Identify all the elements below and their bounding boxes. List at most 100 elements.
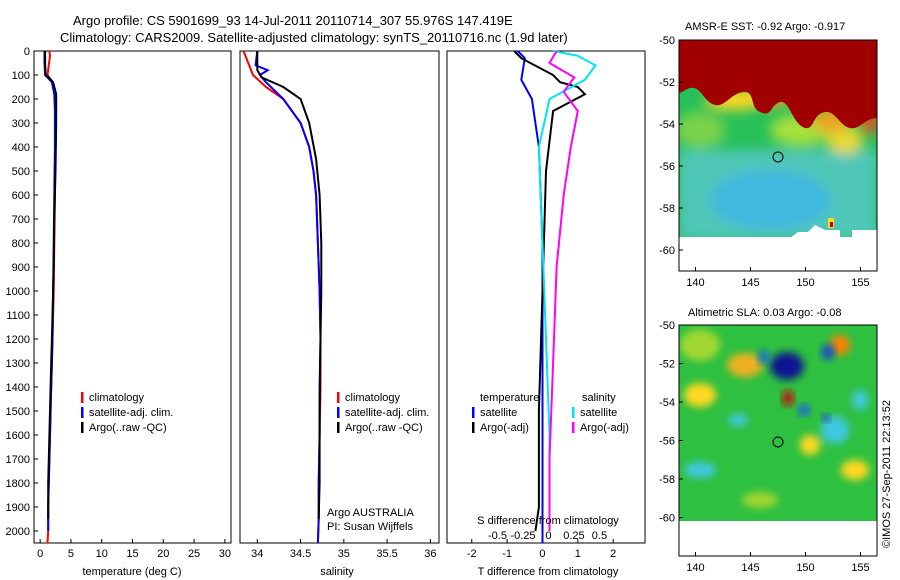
depth-tick-label: 1500 [6,406,30,418]
salinity-x-axis: 34 34.5 35 35.5 36 [251,539,436,560]
lat-tick-label: -54 [659,397,675,409]
depth-tick-label: 200 [12,94,30,106]
temperature-legend: climatology satellite-adj. clim. Argo(..ra… [81,392,173,434]
difference-profiles [513,50,597,543]
legend-swatch [81,407,84,418]
t-difference-label: T difference from climatology [478,566,619,578]
legend-swatch [572,422,575,433]
depth-tick-label: 100 [12,70,30,82]
difference-panel: -2 -1 0 1 2 -0.5 -0.25 0 0.25 0.5 temperature sali… [446,50,646,578]
sst-heatmap [679,40,877,237]
lon-tick-label: 155 [851,277,869,289]
x-tick-label: 25 [188,548,200,560]
x-tick-label: 10 [96,548,108,560]
s-diff-tick-label: 0.5 [592,530,607,542]
sst-argo-location-marker [772,151,784,163]
imos-stamp: ©IMOS 27-Sep-2011 22:13:52 [881,400,893,548]
legend-swatch [337,407,340,418]
argo-australia-note: Argo AUSTRALIA [327,507,414,519]
legend-label: satellite [480,407,517,419]
lat-tick-label: -58 [659,203,675,215]
difference-x-axis: -2 -1 0 1 2 -0.5 -0.25 0 0.25 0.5 [467,530,616,560]
lon-tick-label: 140 [686,562,704,574]
depth-axis: 0 100 200 300 400 500 600 700 800 900 1000 1100 1200… [6,46,38,538]
legend-swatch [337,422,340,433]
legend-salinity-title: salinity [582,392,616,404]
profile-line-t-argo [513,50,587,532]
depth-tick-label: 1400 [6,382,30,394]
lat-tick-label: -52 [659,359,675,371]
x-tick-label: 35 [338,548,350,560]
depth-tick-label: 0 [24,46,30,58]
salinity-legend: climatology satellite-adj. clim. Argo(..ra… [337,392,429,434]
sst-map-axes: -50 -52 -54 -56 -58 -60 140 145 150 155 [659,35,870,289]
pi-note: PI: Susan Wijffels [327,521,413,533]
difference-axes-frame [446,50,646,544]
salinity-axes-frame [239,50,440,544]
temperature-axes-frame [33,50,232,544]
depth-tick-label: 1100 [6,310,30,322]
legend-label: satellite [580,407,617,419]
x-tick-label: 30 [219,548,231,560]
lon-tick-label: 150 [796,562,814,574]
x-tick-label: 35.5 [376,548,397,560]
s-diff-tick-label: -0.5 [488,530,507,542]
x-tick-label: 36 [424,548,436,560]
x-tick-label: 15 [126,548,138,560]
lat-tick-label: -52 [659,77,675,89]
lon-tick-label: 155 [851,562,869,574]
difference-legend: temperature salinity satellite Argo(-adj) sa… [472,392,629,434]
x-tick-label: 1 [575,548,581,560]
lat-tick-label: -60 [659,513,675,525]
depth-tick-label: 1900 [6,502,30,514]
temperature-panel: 0100200300400500600700800900100011001200… [6,46,232,578]
depth-tick-label: 2000 [6,526,30,538]
x-tick-label: 20 [157,548,169,560]
s-diff-tick-label: -0.25 [510,530,535,542]
depth-tick-label: 400 [12,142,30,154]
lat-tick-label: -50 [659,35,675,47]
lon-tick-label: 145 [741,562,759,574]
temperature-x-label: temperature (deg C) [82,566,181,578]
sla-map-title: Altimetric SLA: 0.03 Argo: -0.08 [688,307,841,319]
salinity-panel: 34 34.5 35 35.5 36 climatology satellite-adj.… [239,50,440,578]
sst-map-title: AMSR-E SST: -0.92 Argo: -0.917 [685,21,845,33]
sla-argo-location-marker [772,436,784,448]
depth-tick-label: 1800 [6,478,30,490]
temperature-profiles [43,50,58,544]
x-tick-label: -2 [467,548,477,560]
x-tick-label: 0 [539,548,545,560]
lon-tick-label: 140 [686,277,704,289]
profile-line-argo-raw-qc- [256,51,323,520]
profile-line-satellite-adj-clim- [254,50,322,544]
legend-temperature-title: temperature [480,392,539,404]
salinity-profiles [242,50,323,544]
x-tick-label: 5 [68,548,74,560]
legend-label: satellite-adj. clim. [345,407,429,419]
depth-tick-label: 1200 [6,334,30,346]
legend-label: climatology [345,392,401,404]
legend-label: Argo(..raw -QC) [345,422,423,434]
sla-map-axes: -50 -52 -54 -56 -58 -60 140 145 150 155 [659,320,870,574]
legend-swatch [472,407,475,418]
lat-tick-label: -60 [659,245,675,257]
legend-swatch [81,422,84,433]
salinity-x-label: salinity [320,566,354,578]
lat-tick-label: -56 [659,161,675,173]
lon-tick-label: 145 [741,277,759,289]
lat-tick-label: -50 [659,320,675,332]
header-line-2: Climatology: CARS2009. Satellite-adjuste… [60,30,568,45]
depth-tick-label: 1700 [6,454,30,466]
depth-tick-label: 800 [12,238,30,250]
legend-swatch [572,407,575,418]
temperature-x-axis: 0 5 10 15 20 25 30 [37,539,231,560]
x-tick-label: 34.5 [290,548,311,560]
legend-label: Argo(-adj) [480,422,529,434]
s-difference-label: S difference from climatology [477,515,619,527]
profile-line-s-satellite [537,50,597,531]
legend-label: satellite-adj. clim. [89,407,173,419]
x-tick-label: 0 [37,548,43,560]
depth-tick-label: 1300 [6,358,30,370]
sst-map-frame [678,39,878,272]
